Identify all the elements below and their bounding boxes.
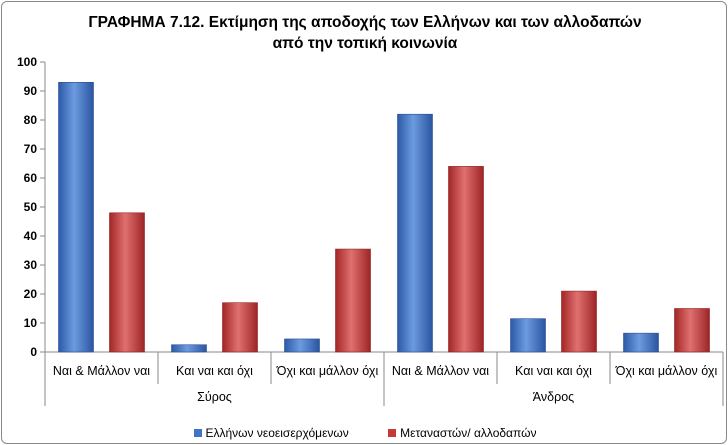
legend-swatch-greek [193, 429, 202, 437]
y-tick-label: 100 [17, 55, 37, 69]
bar-migrants [335, 248, 371, 353]
chart-legend: Ελλήνων νεοεισερχόμενων Μεταναστών/ αλλο… [2, 426, 728, 440]
bar-greek [171, 344, 207, 353]
y-tick-label: 80 [24, 113, 38, 127]
legend-label-greek: Ελλήνων νεοεισερχόμενων [205, 426, 349, 440]
x-category-label: Και ναι και όχι [176, 364, 253, 378]
chart-title-line-1: ΓΡΑΦΗΜΑ 7.12. Εκτίμηση της αποδοχής των … [88, 14, 642, 31]
y-tick-label: 70 [24, 142, 38, 156]
bar-greek [510, 318, 546, 353]
bar-migrants [561, 290, 597, 353]
y-tick-label: 10 [24, 316, 38, 330]
x-category-label: Ναι & Μάλλον ναι [392, 364, 489, 378]
y-tick-label: 90 [24, 84, 38, 98]
y-tick-label: 60 [24, 171, 38, 185]
y-tick-label: 50 [24, 200, 38, 214]
x-category-label: Και ναι και όχι [515, 364, 592, 378]
bar-migrants [448, 166, 484, 353]
bar-greek [623, 332, 659, 353]
y-tick-label: 30 [24, 258, 38, 272]
bar-greek [58, 82, 94, 353]
y-tick-label: 0 [30, 345, 37, 359]
chart-title-line-2: από την τοπική κοινωνία [272, 35, 458, 52]
x-category-label: Ναι & Μάλλον ναι [53, 364, 150, 378]
bar-migrants [109, 212, 145, 353]
legend-item-greek: Ελλήνων νεοεισερχόμενων [193, 426, 349, 440]
x-category-label: Όχι και μάλλον όχι [615, 364, 718, 378]
bar-greek [397, 113, 433, 353]
legend-item-migrants: Μεταναστών/ αλλοδαπών [388, 426, 536, 440]
chart-title: ΓΡΑΦΗΜΑ 7.12. Εκτίμηση της αποδοχής των … [2, 12, 728, 54]
x-category-label: Όχι και μάλλον όχι [276, 364, 379, 378]
x-group-label: Άνδρος [533, 390, 574, 404]
x-group-label: Σύρος [197, 390, 232, 404]
legend-swatch-migrants [388, 429, 397, 437]
bar-migrants [674, 308, 710, 353]
y-tick-label: 40 [24, 229, 38, 243]
bar-greek [284, 338, 320, 353]
y-tick-label: 20 [24, 287, 38, 301]
bar-migrants [222, 302, 258, 353]
legend-label-migrants: Μεταναστών/ αλλοδαπών [400, 426, 537, 440]
